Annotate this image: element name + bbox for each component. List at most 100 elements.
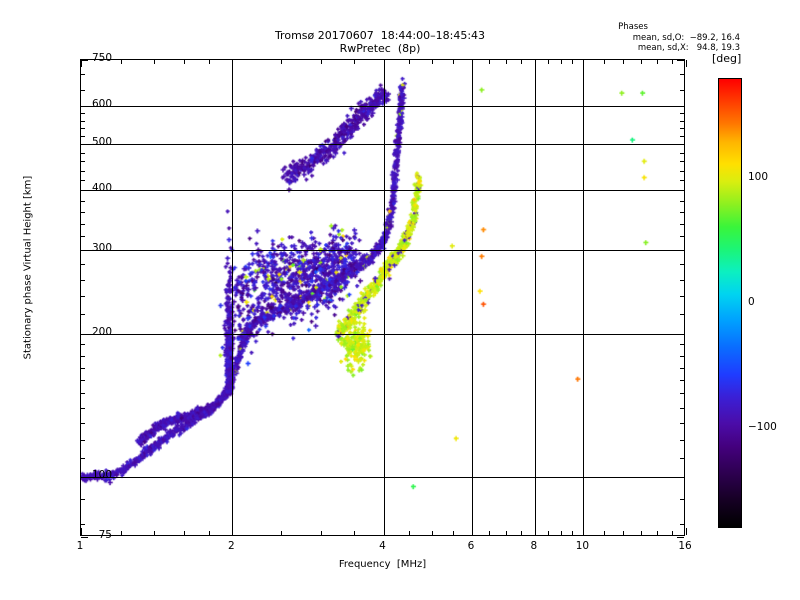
x-tick-label: 2 (227, 540, 235, 552)
y-axis-minor-tick (680, 393, 684, 395)
x-axis-tick (534, 528, 536, 535)
y-axis-minor-tick (81, 314, 85, 316)
y-axis-minor-tick (680, 223, 684, 225)
y-axis-tick (81, 249, 88, 251)
x-axis-tick (472, 60, 473, 67)
x-axis-minor-tick (671, 531, 673, 535)
y-axis-minor-tick (81, 264, 85, 266)
y-axis-minor-tick (680, 236, 684, 238)
y-axis-tick (81, 333, 88, 335)
y-axis-label: Stationary phase Virtual Height [km] (22, 175, 34, 360)
gridline-vertical (534, 60, 536, 535)
x-axis-minor-tick (505, 531, 507, 535)
colorbar (718, 78, 742, 528)
y-axis-minor-tick (680, 89, 684, 91)
plot-area[interactable] (80, 59, 687, 538)
x-axis-tick (383, 60, 385, 67)
x-axis-minor-tick (354, 531, 356, 535)
phase-stats-o-mode: mean, sd,O: −89.2, 16.4 (632, 32, 740, 43)
y-tick-label: 200 (91, 325, 112, 338)
x-axis-minor-tick (209, 531, 211, 535)
phase-stats-header: Phases (618, 22, 648, 32)
y-axis-tick (81, 477, 88, 479)
y-axis-minor-tick (81, 380, 85, 381)
y-axis-minor-tick (680, 120, 684, 122)
gridline-horizontal (81, 333, 684, 335)
y-axis-minor-tick (680, 344, 684, 346)
y-tick-label: 75 (98, 529, 112, 541)
x-axis-minor-tick (432, 60, 434, 64)
y-axis-tick (677, 106, 684, 108)
colorbar-tick-label: 100 (748, 171, 769, 183)
y-axis-minor-tick (680, 113, 684, 115)
y-axis-minor-tick (81, 113, 85, 115)
y-axis-tick (677, 249, 684, 251)
x-tick-label: 8 (530, 540, 538, 552)
y-axis-minor-tick (680, 314, 684, 316)
x-tick-label: 6 (467, 540, 475, 552)
x-axis-tick (383, 528, 385, 535)
x-axis-label: Frequency [MHz] (338, 559, 427, 570)
y-axis-tick (81, 537, 88, 538)
y-axis-tick (81, 190, 88, 192)
y-axis-minor-tick (680, 180, 684, 182)
y-axis-minor-tick (81, 439, 85, 441)
gridline-vertical (583, 60, 585, 535)
x-axis-minor-tick (320, 531, 322, 535)
x-axis-tick (686, 60, 687, 67)
y-axis-minor-tick (81, 355, 85, 357)
y-tick-label: 300 (91, 241, 112, 254)
x-axis-minor-tick (505, 60, 507, 64)
y-axis-tick (81, 106, 88, 108)
y-axis-minor-tick (680, 296, 684, 297)
colorbar-gradient (718, 78, 742, 528)
y-axis-minor-tick (81, 296, 85, 297)
y-axis-minor-tick (81, 120, 85, 122)
x-axis-minor-tick (572, 60, 574, 64)
y-axis-minor-tick (81, 236, 85, 238)
y-axis-minor-tick (81, 407, 85, 409)
x-tick-label: 10 (575, 540, 590, 552)
y-axis-tick (81, 144, 88, 145)
y-axis-minor-tick (81, 74, 85, 76)
y-axis-minor-tick (680, 457, 684, 459)
colorbar-tick-label: 0 (748, 296, 755, 308)
colorbar-unit-label: [deg] (712, 52, 742, 65)
y-axis-minor-tick (680, 355, 684, 357)
chart-title-line2: RwPretec (8p) (339, 42, 421, 55)
y-axis-minor-tick (680, 170, 684, 172)
x-axis-minor-tick (489, 531, 491, 535)
y-axis-minor-tick (680, 367, 684, 369)
x-axis-minor-tick (409, 531, 411, 535)
x-axis-tick (232, 528, 234, 535)
x-axis-minor-tick (548, 531, 549, 535)
x-axis-minor-tick (409, 60, 411, 64)
y-axis-minor-tick (81, 180, 85, 182)
y-axis-minor-tick (81, 200, 85, 202)
x-axis-minor-tick (604, 531, 606, 535)
y-axis-minor-tick (680, 423, 684, 425)
y-axis-minor-tick (81, 161, 85, 163)
x-axis-minor-tick (120, 531, 122, 535)
y-axis-minor-tick (680, 523, 684, 525)
x-axis-minor-tick (453, 60, 454, 64)
x-axis-minor-tick (320, 60, 322, 64)
y-axis-minor-tick (680, 439, 684, 441)
y-axis-minor-tick (680, 380, 684, 381)
y-axis-minor-tick (680, 499, 684, 501)
x-axis-tick (583, 60, 585, 67)
y-axis-minor-tick (81, 457, 85, 459)
y-axis-tick (677, 537, 684, 538)
x-axis-tick (534, 60, 536, 67)
gridline-vertical (472, 60, 473, 535)
y-axis-minor-tick (81, 499, 85, 501)
y-axis-minor-tick (680, 128, 684, 130)
x-axis-minor-tick (154, 531, 156, 535)
x-axis-minor-tick (548, 60, 549, 64)
x-axis-minor-tick (656, 531, 658, 535)
x-axis-minor-tick (572, 531, 574, 535)
x-axis-minor-tick (453, 531, 454, 535)
y-axis-tick (677, 60, 684, 61)
x-axis-tick (472, 528, 473, 535)
